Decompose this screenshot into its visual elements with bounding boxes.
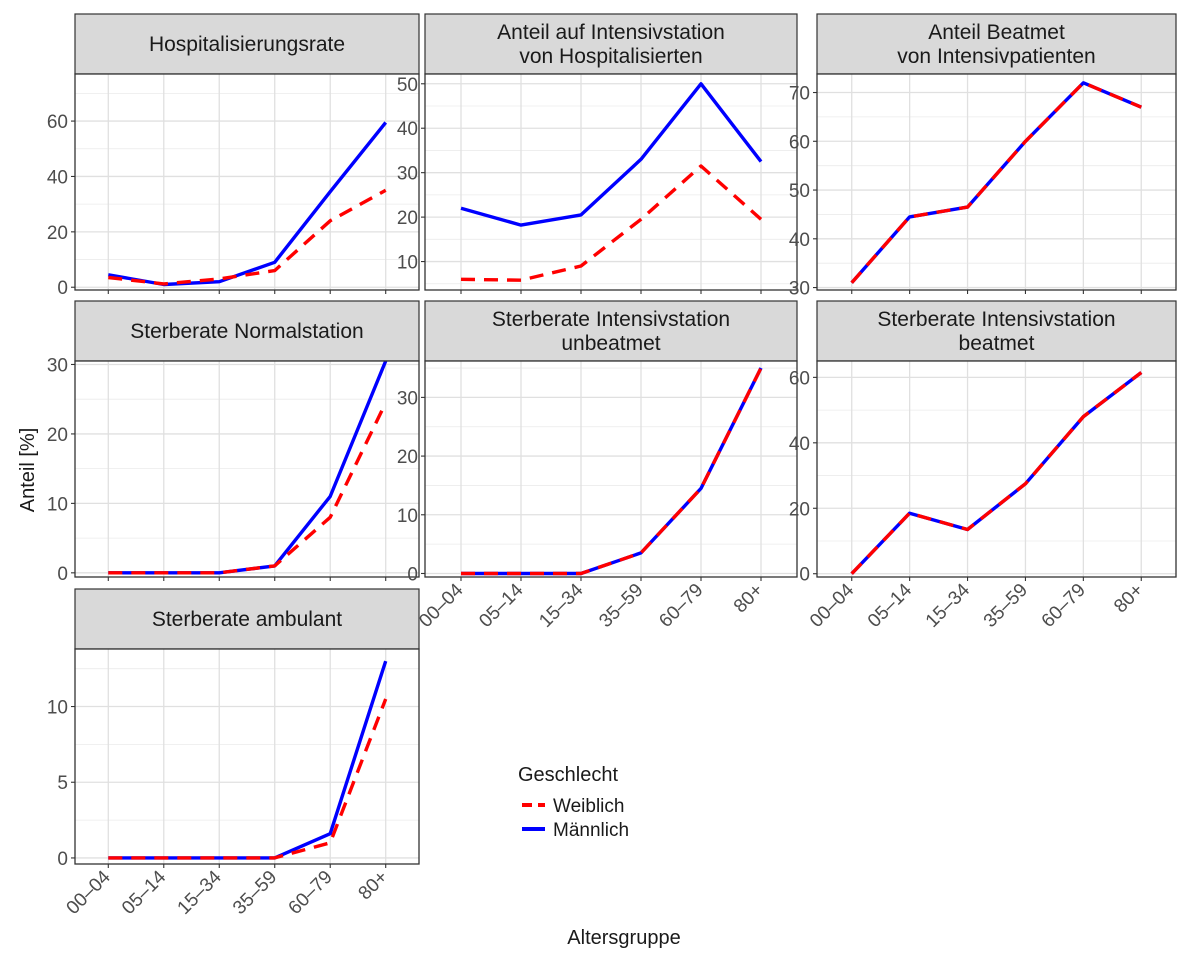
y-tick-label: 0 xyxy=(57,564,68,585)
panel-title: Sterberate ambulant xyxy=(152,608,342,631)
y-tick-label: 40 xyxy=(789,230,810,251)
panel-strip xyxy=(74,588,420,650)
y-tick-label: 50 xyxy=(397,75,418,96)
panel-strip xyxy=(74,13,420,75)
y-tick-label: 0 xyxy=(799,565,810,586)
y-tick-label: 30 xyxy=(47,355,68,376)
y-tick-label: 10 xyxy=(397,506,418,527)
panel-background xyxy=(817,74,1176,290)
panel-1: Hospitalisierungsrate 0 20 40 60 xyxy=(47,13,420,299)
panel-strip xyxy=(816,300,1177,362)
y-tick-label: 60 xyxy=(789,368,810,389)
y-tick-label: 60 xyxy=(789,132,810,153)
series-line-weiblich xyxy=(460,164,763,282)
panel-background xyxy=(75,74,419,290)
panel-border xyxy=(816,360,1177,578)
panel-background xyxy=(425,74,797,290)
y-tick-label: 20 xyxy=(397,447,418,468)
y-tick-label: 60 xyxy=(47,112,68,133)
y-tick-label: 50 xyxy=(789,181,810,202)
panel-border xyxy=(74,73,420,291)
y-tick-label: 30 xyxy=(397,164,418,185)
y-tick-label: 0 xyxy=(57,849,68,870)
y-tick-label: 20 xyxy=(397,208,418,229)
panel-title: Hospitalisierungsrate xyxy=(149,33,345,56)
y-tick-label: 70 xyxy=(789,84,810,105)
panel-strip xyxy=(424,13,798,75)
panel-border xyxy=(424,73,798,291)
panel-strip xyxy=(424,300,798,362)
y-tick-label: 40 xyxy=(789,434,810,455)
y-tick-label: 10 xyxy=(47,494,68,515)
y-tick-label: 40 xyxy=(47,167,68,188)
panel-background xyxy=(817,361,1176,577)
series-line-weiblich xyxy=(108,188,387,286)
x-axis-title: Altersgruppe xyxy=(567,927,680,949)
y-axis-title: Anteil [%] xyxy=(17,428,39,512)
y-tick-label: 30 xyxy=(397,388,418,409)
panel-title: Anteil auf Intensivstation xyxy=(497,21,725,44)
series-line-weiblich xyxy=(850,371,1143,575)
legend-label-weiblich: Weiblich xyxy=(553,796,624,817)
legend-label-maennlich: Männlich xyxy=(553,820,629,841)
panel-title: unbeatmet xyxy=(561,332,660,355)
panel-title: Anteil Beatmet xyxy=(928,21,1065,44)
panel-border xyxy=(74,360,420,578)
series-line-weiblich xyxy=(461,367,763,576)
panel-title: Sterberate Intensivstation xyxy=(492,308,730,331)
panel-background xyxy=(425,361,797,577)
y-tick-label: 5 xyxy=(57,773,68,794)
legend-title: Geschlecht xyxy=(518,764,618,786)
series-line-weiblich xyxy=(850,81,1142,284)
panel-4: Sterberate Normalstation 0 10 20 30 xyxy=(47,300,420,585)
panel-background xyxy=(75,649,419,864)
legend: Geschlecht Weiblich Männlich xyxy=(518,764,629,841)
y-tick-label: 20 xyxy=(47,425,68,446)
panel-title: beatmet xyxy=(959,332,1035,355)
panel-title: von Intensivpatienten xyxy=(897,45,1095,68)
y-tick-label: 0 xyxy=(407,564,418,585)
y-tick-label: 40 xyxy=(397,119,418,140)
panel-border xyxy=(816,73,1177,291)
y-tick-label: 20 xyxy=(47,223,68,244)
panel-strip xyxy=(816,13,1177,75)
panel-strip xyxy=(74,300,420,362)
panel-title: Sterberate Intensivstation xyxy=(877,308,1115,331)
panel-title: von Hospitalisierten xyxy=(519,45,702,68)
panel-title: Sterberate Normalstation xyxy=(130,320,363,343)
panel-border xyxy=(74,648,420,865)
y-tick-label: 30 xyxy=(789,279,810,300)
series-line-weiblich xyxy=(108,698,388,860)
series-line-weiblich xyxy=(108,401,388,575)
y-tick-label: 10 xyxy=(47,698,68,719)
y-tick-label: 10 xyxy=(397,253,418,274)
y-tick-label: 20 xyxy=(789,499,810,520)
series-line-maennlich xyxy=(460,82,763,227)
y-tick-label: 0 xyxy=(57,278,68,299)
panel-border xyxy=(424,360,798,578)
